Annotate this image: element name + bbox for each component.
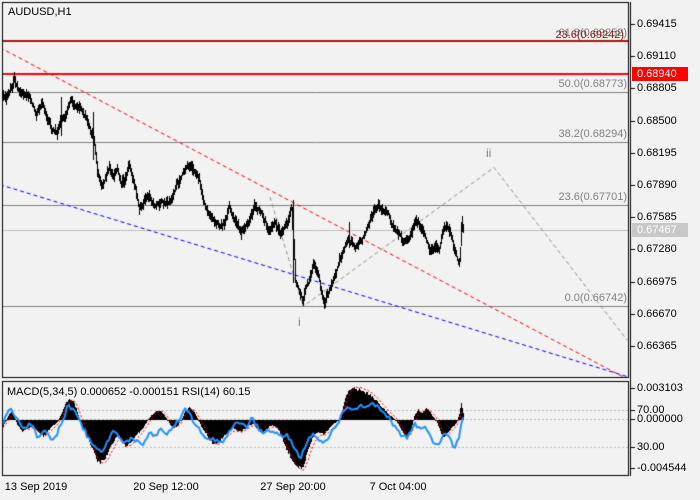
price-tick-label: 0.69415 (637, 18, 677, 30)
time-tick-label: 7 Oct 04:00 (369, 481, 427, 493)
indicator-tick-label: 70.00 (637, 404, 665, 416)
indicator-tick-label: -0.004544 (637, 462, 687, 474)
fib-level-label: 50.0(0.68773) (558, 78, 628, 90)
price-tick-label: 0.66670 (637, 308, 677, 320)
ask-price-badge: 0.68940 (632, 67, 688, 81)
price-tick-label: 0.67890 (637, 179, 677, 191)
price-tick-label: 0.69110 (637, 50, 676, 62)
time-tick-label: 20 Sep 12:00 (133, 481, 199, 493)
price-tick-label: 0.68805 (637, 82, 677, 94)
price-tick-label: 0.66365 (637, 340, 677, 352)
fib-level-label: 23.6(0.69242) (555, 29, 625, 41)
time-tick-label: 27 Sep 20:00 (260, 481, 326, 493)
fib-level-label: 61.8(0.69252) (558, 27, 628, 39)
indicator-tick-label: 30.00 (637, 441, 665, 453)
wave-label: ii (486, 146, 492, 160)
indicator-info-label: MACD(5,34,5) 0.000652 -0.000151 RSI(14) … (7, 386, 251, 398)
wave-label: i (298, 315, 301, 329)
indicator-tick-label: 0.003103 (637, 382, 683, 394)
fib-level-label: 38.2(0.68294) (558, 128, 628, 140)
price-tick-label: 0.66975 (637, 276, 677, 288)
price-tick-label: 0.68500 (637, 115, 677, 127)
time-tick-label: 13 Sep 2019 (4, 481, 68, 493)
fib-level-label: 0.0(0.66742) (564, 292, 627, 304)
indicator-tick-label: 0.000000 (637, 413, 683, 425)
fib-level-label: 23.6(0.67701) (558, 191, 628, 203)
price-tick-label: 0.67280 (637, 243, 677, 255)
price-tick-label: 0.68195 (637, 147, 677, 159)
symbol-title: AUDUSD,H1 (8, 6, 72, 18)
price-tick-label: 0.67585 (637, 211, 677, 223)
bid-price-badge: 0.67467 (632, 223, 688, 237)
